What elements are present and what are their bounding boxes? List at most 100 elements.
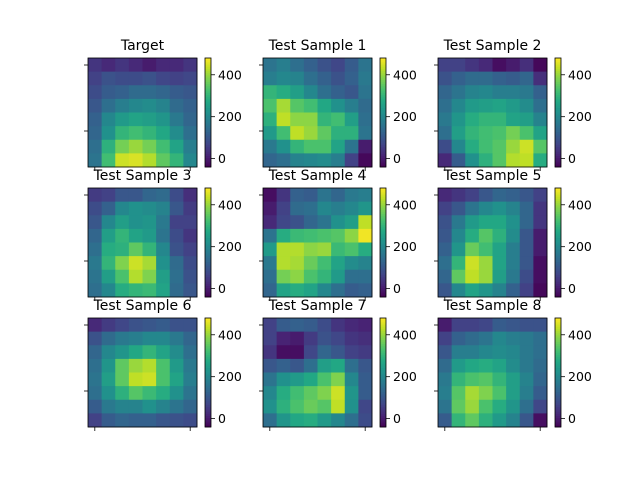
- heatmap-cell: [169, 201, 184, 216]
- heatmap-cell: [303, 386, 318, 401]
- heatmap-cell: [317, 345, 332, 360]
- heatmap-cell: [478, 153, 493, 168]
- heatmap-cell: [303, 331, 318, 346]
- heatmap-cell: [465, 71, 480, 86]
- colorbar-segment: [205, 266, 211, 270]
- colorbar-tick-label: 400: [568, 327, 592, 342]
- heatmap-cell: [276, 71, 291, 86]
- heatmap-cell: [492, 345, 507, 360]
- heatmap-cell: [358, 112, 373, 127]
- heatmap-cell: [156, 85, 171, 100]
- heatmap-cell: [88, 242, 103, 257]
- heatmap-cell: [331, 153, 346, 168]
- heatmap-cell: [88, 139, 103, 154]
- colorbar-segment: [555, 255, 561, 259]
- heatmap-cell: [88, 256, 103, 271]
- colorbar-segment: [555, 192, 561, 195]
- colorbar-segment: [380, 385, 386, 389]
- heatmap-cell: [519, 256, 534, 271]
- colorbar-segment: [205, 108, 211, 111]
- colorbar-tick-label: 400: [218, 67, 242, 82]
- colorbar-segment: [380, 372, 386, 376]
- colorbar-segment: [555, 233, 561, 237]
- heatmap-cell: [128, 242, 143, 257]
- heatmap-cell: [492, 188, 507, 203]
- colorbar-segment: [380, 279, 386, 283]
- colorbar-segment: [380, 357, 386, 360]
- colorbar-segment: [555, 420, 561, 424]
- colorbar-segment: [555, 262, 561, 265]
- heatmap-cell: [506, 386, 521, 401]
- colorbar-segment: [205, 392, 211, 395]
- colorbar-segment: [555, 158, 561, 161]
- colorbar-segment: [555, 194, 561, 198]
- colorbar-segment: [555, 88, 561, 92]
- heatmap-cell: [506, 399, 521, 414]
- heatmap-cell: [344, 58, 359, 73]
- heatmap-cell: [317, 242, 332, 257]
- colorbar-segment: [555, 129, 561, 133]
- colorbar-tick-label: 200: [393, 369, 417, 384]
- panel-frame: [87, 317, 198, 428]
- heatmap-cell: [303, 269, 318, 284]
- heatmap-cell: [101, 228, 116, 243]
- colorbar-segment: [380, 409, 386, 413]
- heatmap-cell: [183, 399, 198, 414]
- colorbar-segment: [205, 149, 211, 153]
- heatmap-cell: [451, 85, 466, 100]
- colorbar-segment: [380, 190, 386, 193]
- heatmap-cell: [303, 153, 318, 168]
- colorbar-segment: [555, 238, 561, 241]
- heatmap-cell: [263, 215, 278, 230]
- heatmap-cell: [290, 153, 305, 168]
- heatmap-cell: [142, 256, 157, 271]
- colorbar-segment: [205, 164, 211, 168]
- heatmap-cell: [478, 85, 493, 100]
- heatmap-cell: [303, 242, 318, 257]
- heatmap-panel-4: Test Sample 4 0 200 400: [259, 168, 417, 301]
- colorbar-segment: [555, 268, 561, 272]
- heatmap-cell: [533, 139, 548, 154]
- colorbar-segment: [205, 156, 211, 159]
- colorbar-segment: [380, 283, 386, 287]
- colorbar-segment: [380, 359, 386, 362]
- colorbar-segment: [555, 216, 561, 219]
- colorbar-segment: [205, 77, 211, 81]
- heatmap-panel-0: Target 0 200 400: [84, 38, 242, 171]
- heatmap-cell: [290, 256, 305, 271]
- colorbar-segment: [555, 370, 561, 373]
- heatmap-cell: [156, 345, 171, 360]
- colorbar-segment: [205, 318, 211, 321]
- colorbar-segment: [205, 292, 211, 296]
- heatmap-cell: [290, 112, 305, 127]
- colorbar-segment: [205, 337, 211, 341]
- heatmap-cell: [101, 399, 116, 414]
- heatmap-cell: [156, 386, 171, 401]
- heatmap-cell: [290, 242, 305, 257]
- heatmap-cell: [506, 358, 521, 373]
- colorbar-segment: [555, 136, 561, 140]
- heatmap-cell: [344, 399, 359, 414]
- heatmap-cell: [331, 188, 346, 203]
- heatmap-cell: [276, 228, 291, 243]
- heatmap-cell: [88, 358, 103, 373]
- heatmap-cell: [115, 98, 130, 113]
- colorbar-segment: [205, 270, 211, 274]
- colorbar-segment: [380, 350, 386, 354]
- heatmap-cell: [263, 126, 278, 141]
- heatmap-cell: [506, 188, 521, 203]
- heatmap-cell: [156, 242, 171, 257]
- colorbar-segment: [205, 331, 211, 334]
- heatmap-cell: [101, 242, 116, 257]
- colorbar-segment: [205, 119, 211, 122]
- colorbar-segment: [380, 374, 386, 378]
- heatmap-cell: [156, 71, 171, 86]
- heatmap-cell: [115, 399, 130, 414]
- heatmap-cell: [156, 126, 171, 141]
- colorbar-frame: [379, 187, 387, 298]
- colorbar-segment: [555, 363, 561, 367]
- colorbar-frame: [554, 317, 562, 428]
- heatmap-cell: [303, 358, 318, 373]
- heatmap-cell: [438, 283, 453, 298]
- heatmap-cell: [358, 98, 373, 113]
